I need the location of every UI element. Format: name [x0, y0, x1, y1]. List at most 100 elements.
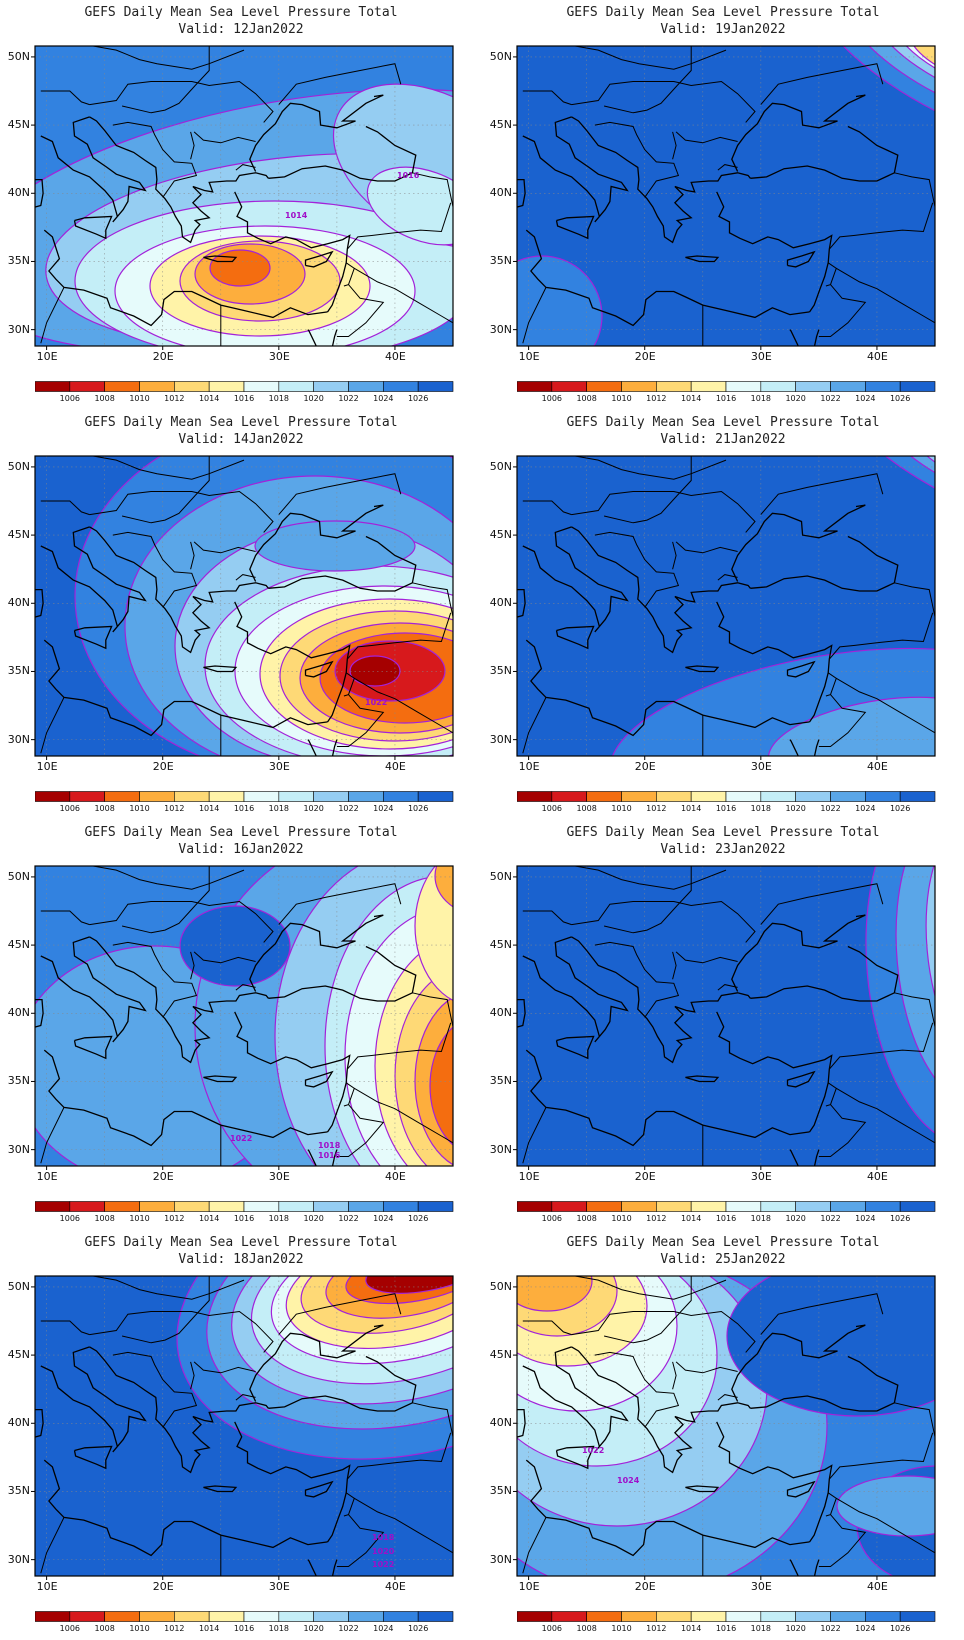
colorbar-swatch [865, 381, 901, 392]
country-border [235, 574, 256, 581]
country-border [89, 80, 274, 123]
coastline [786, 250, 816, 268]
coastline [268, 125, 417, 182]
panel-title: GEFS Daily Mean Sea Level Pressure Total [566, 415, 880, 430]
colorbar-label: 1022 [338, 1624, 359, 1633]
colorbar-swatch [586, 1201, 622, 1212]
colorbar-swatch [551, 1201, 587, 1212]
country-border [675, 1361, 738, 1374]
country-border [40, 1107, 65, 1164]
colorbar-swatch [795, 381, 831, 392]
panel-title: GEFS Daily Mean Sea Level Pressure Total [84, 5, 398, 20]
country-border [594, 531, 680, 608]
coastline [517, 178, 526, 208]
country-border [717, 574, 738, 581]
colorbar-label: 1014 [680, 394, 702, 403]
longitude-label: 20E [152, 760, 174, 773]
colorbar-swatch [417, 1611, 454, 1622]
country-border [828, 202, 934, 250]
pressure-contour-region [434, 866, 453, 908]
coastline [750, 125, 899, 182]
country-border [571, 490, 756, 533]
country-border [412, 992, 453, 1028]
longitude-label: 30E [750, 760, 772, 773]
colorbar-label: 1024 [373, 804, 394, 813]
coastline [555, 1035, 595, 1060]
latitude-label: 30N [7, 1552, 30, 1566]
country-border [235, 984, 256, 991]
country-border [194, 1276, 210, 1316]
colorbar-swatch [725, 1201, 762, 1212]
country-border [522, 1517, 547, 1574]
latitude-label: 35N [489, 254, 512, 268]
country-border [522, 1107, 547, 1164]
coastline [750, 535, 899, 592]
panel-title: GEFS Daily Mean Sea Level Pressure Total [84, 825, 398, 840]
longitude-label: 20E [634, 1170, 656, 1183]
colorbar-label: 1006 [59, 394, 80, 403]
colorbar-swatch [35, 1201, 71, 1212]
country-border [836, 677, 935, 734]
longitude-label: 10E [518, 1170, 540, 1183]
coastline [716, 191, 833, 313]
colorbar-swatch [830, 1611, 866, 1622]
coastline [43, 639, 328, 737]
country-border [354, 1497, 453, 1554]
colorbar-swatch [174, 1201, 210, 1212]
latitude-label: 45N [489, 938, 512, 952]
country-border [594, 1351, 680, 1428]
panel-title: GEFS Daily Mean Sea Level Pressure Total [566, 825, 880, 840]
country-border [818, 694, 867, 747]
latitude-label: 30N [7, 732, 30, 746]
country-border [894, 172, 935, 208]
colorbar-label: 1026 [407, 1214, 429, 1223]
colorbar-swatch [104, 1611, 140, 1622]
colorbar-label: 1020 [785, 394, 806, 403]
colorbar-label: 1022 [338, 394, 359, 403]
colorbar-label: 1022 [820, 804, 841, 813]
country-border [676, 456, 692, 496]
longitude-label: 40E [384, 1170, 406, 1183]
colorbar-swatch [517, 1611, 553, 1622]
map-panel-21jan2022: GEFS Daily Mean Sea Level Pressure Total… [482, 410, 964, 820]
country-border [760, 63, 884, 105]
country-border [346, 202, 452, 250]
colorbar-swatch [517, 791, 553, 802]
coastline [571, 116, 751, 244]
colorbar-swatch [586, 791, 622, 802]
coastline [307, 1559, 338, 1576]
coastline [731, 1324, 866, 1402]
colorbar-swatch [243, 1201, 280, 1212]
country-border [336, 694, 385, 747]
latitude-label: 40N [7, 1416, 30, 1430]
pressure-contour-region [349, 655, 401, 687]
colorbar-swatch [551, 791, 587, 802]
coastline [555, 625, 595, 650]
colorbar-swatch [899, 1611, 936, 1622]
colorbar-swatch [348, 1201, 384, 1212]
colorbar-swatch [621, 1611, 657, 1622]
colorbar-label: 1010 [129, 394, 150, 403]
coastline [35, 998, 44, 1028]
pressure-contour-region [365, 1276, 453, 1294]
colorbar-label: 1006 [541, 1214, 562, 1223]
country-border [676, 46, 692, 86]
country-border [93, 866, 245, 890]
map-frame [34, 865, 454, 1167]
colorbar-swatch [621, 791, 657, 802]
map-frame [34, 1275, 454, 1577]
country-border [522, 1320, 572, 1336]
colorbar-swatch [795, 791, 831, 802]
colorbar-label: 1024 [855, 1624, 876, 1633]
colorbar-label: 1016 [715, 394, 737, 403]
colorbar-label: 1008 [94, 1624, 115, 1633]
coastline [685, 1485, 720, 1493]
colorbar-label: 1008 [94, 1214, 115, 1223]
map-frame [516, 455, 936, 757]
country-border [40, 1320, 90, 1336]
colorbar-swatch [104, 1201, 140, 1212]
contour-label: 1022 [365, 698, 387, 707]
coastline [89, 116, 269, 244]
country-border [412, 582, 453, 618]
colorbar-swatch [35, 791, 71, 802]
